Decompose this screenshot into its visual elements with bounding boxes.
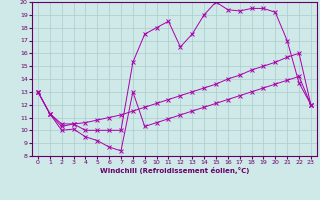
X-axis label: Windchill (Refroidissement éolien,°C): Windchill (Refroidissement éolien,°C) [100,167,249,174]
